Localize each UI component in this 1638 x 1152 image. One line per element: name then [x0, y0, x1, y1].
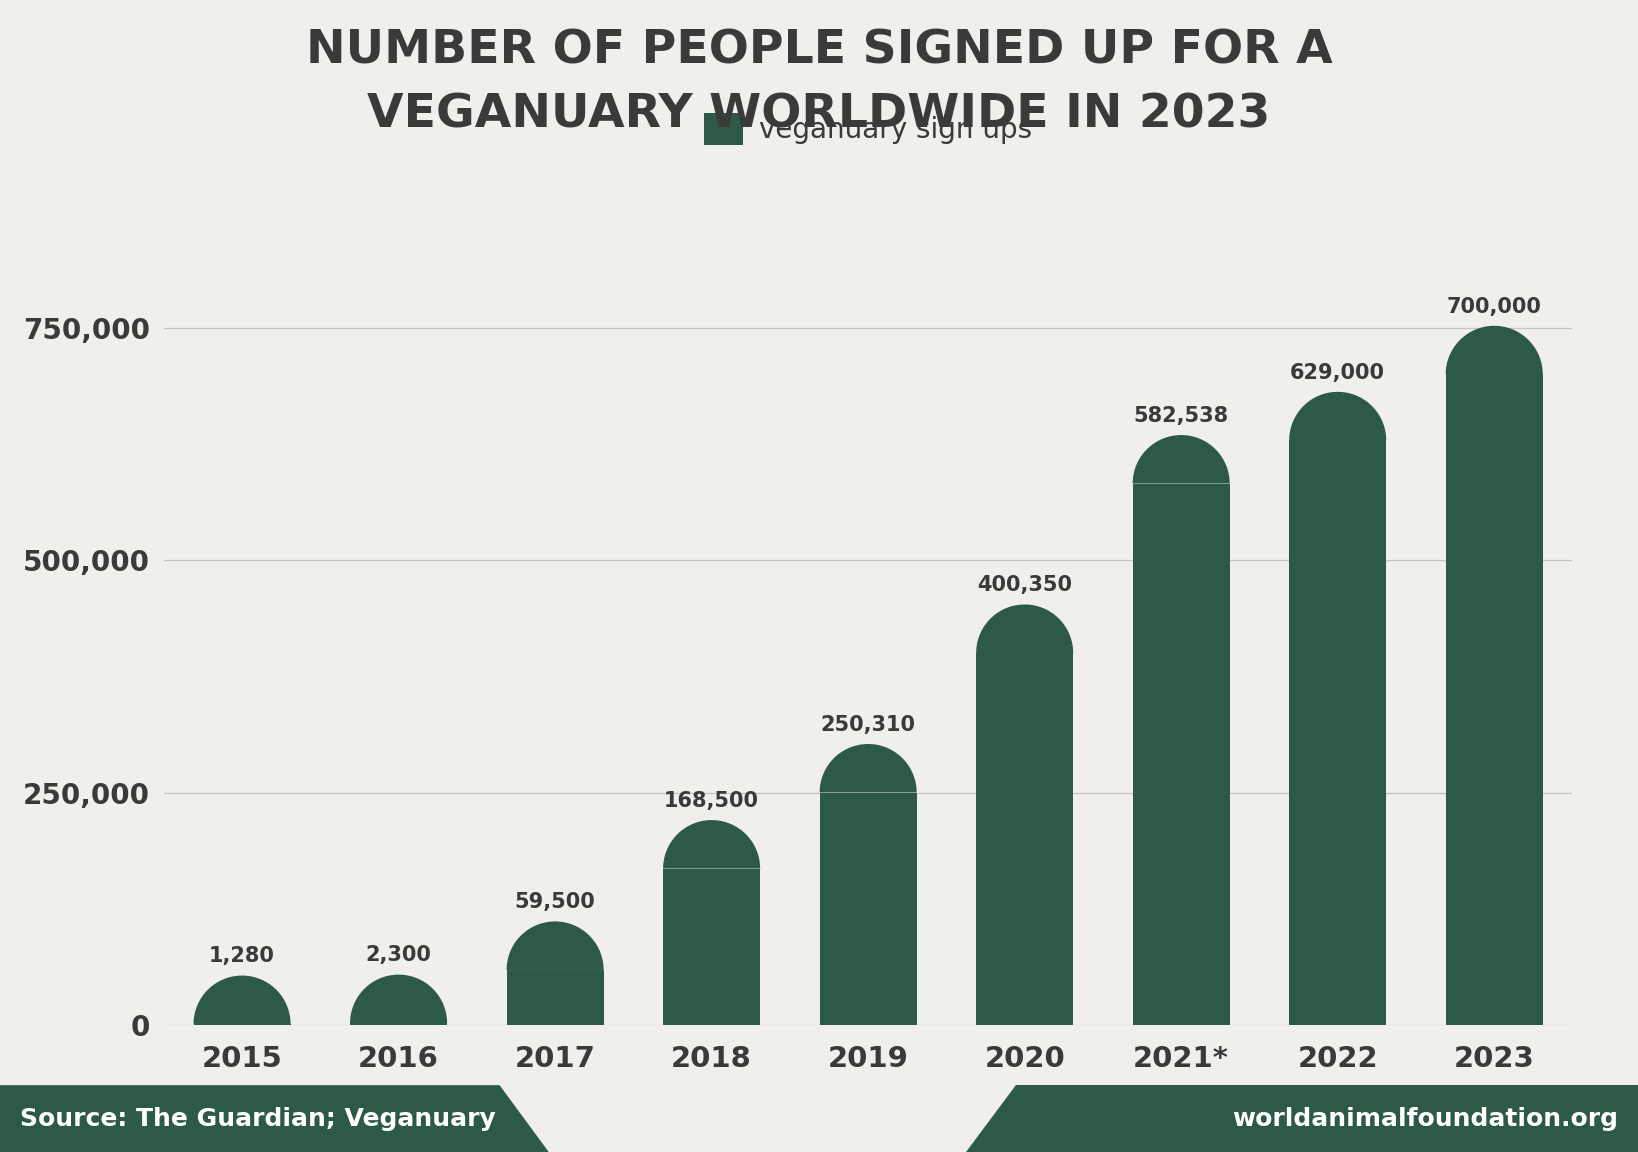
Bar	[1132, 484, 1230, 1025]
Text: 59,500: 59,500	[514, 892, 596, 912]
Polygon shape	[193, 976, 290, 1024]
Text: 2,300: 2,300	[365, 946, 431, 965]
Bar	[819, 793, 917, 1025]
Polygon shape	[976, 605, 1073, 653]
Bar	[351, 1023, 447, 1025]
Text: 1,280: 1,280	[210, 946, 275, 967]
Text: worldanimalfoundation.org: worldanimalfoundation.org	[1232, 1107, 1618, 1130]
Bar	[663, 869, 760, 1025]
Text: VEGANUARY WORLDWIDE IN 2023: VEGANUARY WORLDWIDE IN 2023	[367, 92, 1271, 137]
Text: 582,538: 582,538	[1133, 406, 1228, 426]
Text: 629,000: 629,000	[1291, 363, 1386, 382]
Polygon shape	[351, 975, 447, 1023]
Text: 250,310: 250,310	[821, 714, 916, 735]
Polygon shape	[506, 922, 604, 970]
Bar	[976, 653, 1073, 1025]
Text: 700,000: 700,000	[1446, 296, 1541, 317]
Text: 400,350: 400,350	[978, 575, 1073, 596]
Polygon shape	[1132, 435, 1230, 484]
Bar	[1446, 374, 1543, 1025]
Text: 168,500: 168,500	[663, 790, 758, 811]
Text: Source: The Guardian; Veganuary: Source: The Guardian; Veganuary	[20, 1107, 495, 1130]
Bar	[506, 970, 604, 1025]
Polygon shape	[1289, 392, 1386, 440]
Legend: veganuary sign ups: veganuary sign ups	[704, 113, 1032, 145]
Bar	[193, 1024, 290, 1025]
Polygon shape	[1446, 326, 1543, 374]
Bar	[1289, 440, 1386, 1025]
Polygon shape	[819, 744, 917, 793]
Polygon shape	[663, 820, 760, 869]
Text: NUMBER OF PEOPLE SIGNED UP FOR A: NUMBER OF PEOPLE SIGNED UP FOR A	[306, 29, 1332, 74]
